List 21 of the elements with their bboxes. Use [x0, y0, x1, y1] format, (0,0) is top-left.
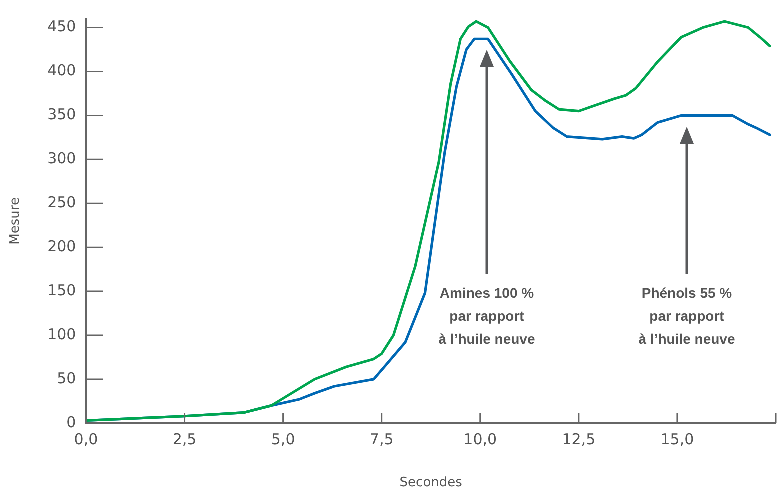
x-tick-label: 5,0 [271, 430, 296, 448]
x-tick-label: 15,0 [660, 430, 694, 448]
y-tick-label: 0 [66, 413, 76, 432]
x-tick-label: 12,5 [562, 430, 596, 448]
y-tick-label: 350 [48, 106, 76, 124]
x-tick-label: 0,0 [74, 430, 98, 448]
annotation: Phénols 55 % par rapport à l’huile neuve [638, 284, 736, 349]
y-axis-title: Mesure [8, 198, 24, 245]
y-tick-label: 200 [48, 237, 76, 256]
y-tick-label: 400 [48, 62, 76, 80]
y-tick-label: 50 [57, 369, 76, 388]
y-tick-label: 450 [48, 18, 76, 36]
x-tick-label: 2,5 [172, 430, 197, 448]
y-tick-label: 150 [48, 281, 76, 300]
annotation: Amines 100 % par rapport à l’huile neuve [438, 284, 536, 349]
y-tick-label: 250 [48, 194, 76, 212]
y-tick-label: 300 [48, 150, 76, 168]
y-tick-label: 100 [48, 325, 76, 344]
x-tick-label: 7,5 [370, 430, 394, 448]
x-tick-label: 10,0 [464, 430, 498, 448]
x-axis-title: Secondes [400, 476, 463, 491]
